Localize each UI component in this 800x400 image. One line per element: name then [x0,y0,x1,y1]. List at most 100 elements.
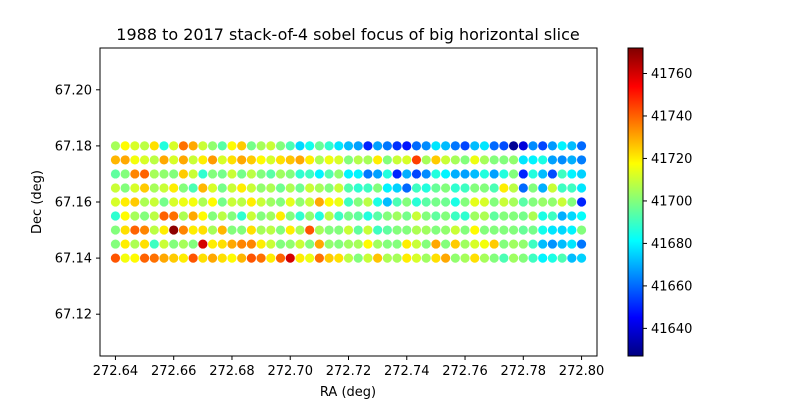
data-point [334,141,344,151]
data-point [547,253,558,263]
y-tick-label: 67.20 [55,83,92,98]
data-point [402,169,412,179]
data-point [431,169,441,179]
data-point [324,211,334,221]
data-point [382,239,392,249]
data-point [188,183,198,193]
data-point [528,225,538,235]
data-point [373,155,383,165]
data-point [528,169,538,179]
data-point [227,155,237,165]
data-point [479,225,490,235]
data-point [169,183,179,193]
data-point [576,253,587,263]
data-point [547,225,558,235]
data-point [431,183,441,193]
data-point [353,239,363,249]
y-axis: 67.12 67.14 67.16 67.18 67.20 [55,83,100,323]
data-point [353,169,363,179]
data-point [334,197,344,207]
data-point [285,155,295,165]
data-point [499,253,509,263]
data-point [149,183,159,193]
data-point [557,169,567,179]
chart-title: 1988 to 2017 stack-of-4 sobel focus of b… [116,25,579,44]
colorbar-tick-label: 41680 [651,237,692,252]
data-point [285,253,295,263]
data-point [508,225,519,235]
data-point [169,141,179,151]
data-point [450,141,460,151]
data-point [479,239,490,249]
data-point [246,239,256,249]
data-point [460,239,470,249]
data-point [373,183,383,193]
data-point [110,155,121,165]
data-point [110,197,121,207]
data-point [217,169,227,179]
data-point [324,169,334,179]
data-point [295,239,305,249]
data-point [353,225,363,235]
data-point [295,183,305,193]
data-point [411,169,422,179]
data-point [343,169,354,179]
data-point [275,211,286,221]
data-point [130,211,140,221]
data-point [373,211,383,221]
data-point [576,225,587,235]
data-point [178,155,189,165]
data-point [246,155,256,165]
data-point [237,169,247,179]
data-point [110,253,121,263]
data-point [295,225,305,235]
data-point [431,197,441,207]
data-point [538,225,548,235]
data-point [159,225,169,235]
data-point [567,197,577,207]
y-tick-label: 67.18 [55,139,92,154]
data-point [479,197,490,207]
data-point [275,197,286,207]
data-point [198,169,208,179]
data-point [557,155,567,165]
data-point [305,183,315,193]
data-point [489,211,499,221]
data-point [139,155,150,165]
data-point [479,169,490,179]
data-point [528,141,538,151]
data-point [207,197,218,207]
data-point [130,225,140,235]
data-point [275,155,286,165]
data-point [149,211,159,221]
data-point [149,141,159,151]
data-point [353,197,363,207]
data-point [207,239,218,249]
data-point [169,239,179,249]
data-point [528,155,538,165]
data-point [441,253,451,263]
data-point [518,239,528,249]
data-point [198,197,208,207]
data-point [246,211,256,221]
data-point [120,141,130,151]
data-point [441,225,451,235]
data-point [363,211,373,221]
data-point [139,197,150,207]
data-point [227,253,237,263]
data-point [178,183,189,193]
data-point [460,155,470,165]
data-point [382,211,392,221]
data-point [266,155,276,165]
data-point [305,239,315,249]
data-point [334,239,344,249]
data-point [198,225,208,235]
data-point [207,141,218,151]
data-point [450,169,460,179]
data-point [460,183,470,193]
data-point [373,197,383,207]
data-point [518,225,528,235]
data-point [382,197,392,207]
data-point [402,183,412,193]
data-point [460,197,470,207]
